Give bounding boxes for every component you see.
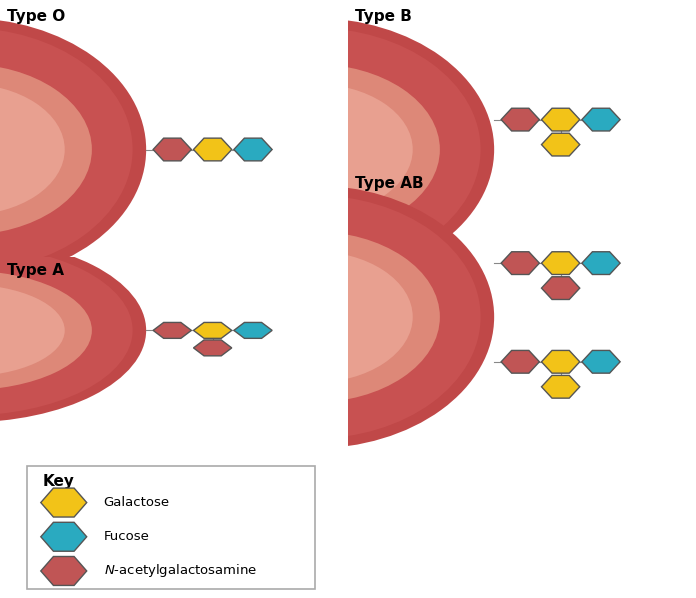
Ellipse shape — [0, 285, 65, 377]
Ellipse shape — [0, 84, 65, 215]
Polygon shape — [541, 108, 580, 131]
Text: Type AB: Type AB — [355, 176, 424, 191]
Polygon shape — [153, 322, 191, 338]
Ellipse shape — [221, 118, 290, 155]
Ellipse shape — [145, 195, 480, 439]
Polygon shape — [234, 322, 272, 338]
Ellipse shape — [132, 18, 494, 281]
Ellipse shape — [214, 84, 413, 215]
Text: Fucose: Fucose — [104, 530, 150, 543]
Polygon shape — [501, 350, 539, 373]
Text: Type O: Type O — [7, 9, 65, 24]
Polygon shape — [582, 252, 620, 274]
FancyBboxPatch shape — [27, 466, 315, 590]
Polygon shape — [193, 322, 232, 338]
Polygon shape — [541, 350, 580, 373]
Ellipse shape — [0, 64, 92, 235]
Polygon shape — [501, 108, 539, 131]
Polygon shape — [41, 522, 87, 551]
Polygon shape — [193, 138, 232, 161]
Text: Key: Key — [42, 474, 74, 489]
Polygon shape — [541, 376, 580, 398]
Ellipse shape — [0, 245, 132, 416]
Ellipse shape — [132, 185, 494, 448]
Text: Type B: Type B — [355, 9, 412, 24]
Ellipse shape — [0, 238, 146, 422]
Polygon shape — [234, 138, 272, 161]
Ellipse shape — [187, 231, 440, 402]
Polygon shape — [41, 557, 87, 585]
Ellipse shape — [195, 274, 331, 346]
Polygon shape — [41, 488, 87, 517]
Polygon shape — [193, 340, 232, 356]
Text: $\mathit{N}$-acetylgalactosamine: $\mathit{N}$-acetylgalactosamine — [104, 563, 257, 579]
Polygon shape — [153, 138, 191, 161]
Polygon shape — [541, 133, 580, 156]
Polygon shape — [541, 252, 580, 274]
Polygon shape — [582, 350, 620, 373]
Ellipse shape — [0, 28, 132, 271]
Text: Type A: Type A — [7, 264, 64, 279]
Polygon shape — [501, 252, 539, 274]
Ellipse shape — [221, 285, 290, 322]
Ellipse shape — [0, 270, 92, 390]
Polygon shape — [541, 277, 580, 300]
Ellipse shape — [145, 28, 480, 271]
Ellipse shape — [187, 64, 440, 235]
Ellipse shape — [195, 107, 331, 179]
Ellipse shape — [0, 18, 146, 281]
Polygon shape — [582, 108, 620, 131]
Ellipse shape — [214, 251, 413, 383]
Text: Galactose: Galactose — [104, 496, 170, 509]
